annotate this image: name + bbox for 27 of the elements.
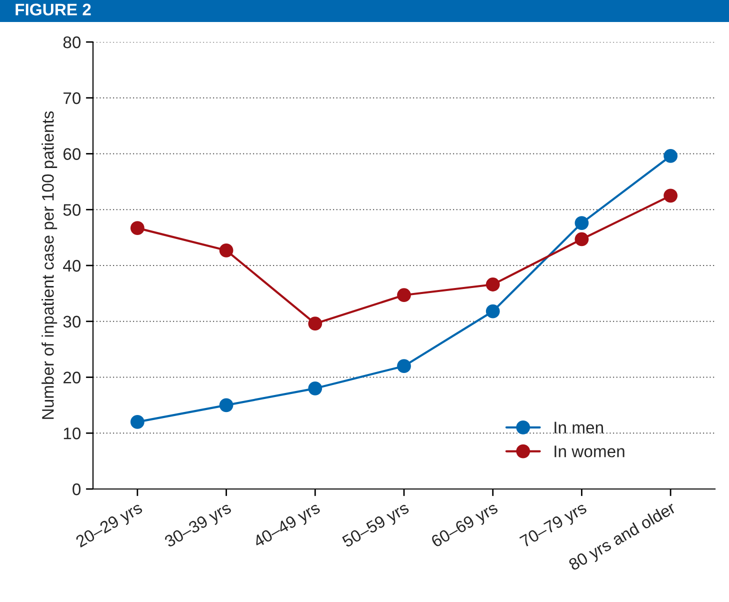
y-tick-label: 80: [63, 36, 81, 48]
point: [219, 243, 234, 258]
point: [486, 278, 500, 292]
y-axis-title: Number of inpatient case per 100 patients: [42, 111, 58, 419]
y-tick-label: 40: [63, 260, 81, 272]
point: [574, 232, 589, 246]
chart-title: FIGURE 2: [16, 4, 91, 16]
y-tick-label: 70: [64, 92, 81, 104]
y-tick-label: 20: [63, 372, 81, 384]
point: [308, 316, 322, 331]
point: [664, 149, 678, 163]
y-tick-label: 10: [64, 428, 81, 440]
point: [486, 304, 500, 318]
legend-label: In men: [554, 422, 603, 434]
point: [574, 216, 589, 230]
point: [130, 221, 144, 236]
point: [664, 188, 678, 203]
point: [397, 359, 411, 374]
point: [219, 398, 234, 412]
legend-label: In women: [554, 446, 624, 458]
y-tick-label: 0: [72, 483, 81, 496]
y-tick-label: 50: [63, 204, 81, 216]
point: [130, 415, 144, 429]
y-tick-label: 60: [64, 148, 81, 160]
point: [397, 288, 411, 302]
point: [308, 381, 322, 396]
y-tick-label: 30: [63, 316, 81, 328]
